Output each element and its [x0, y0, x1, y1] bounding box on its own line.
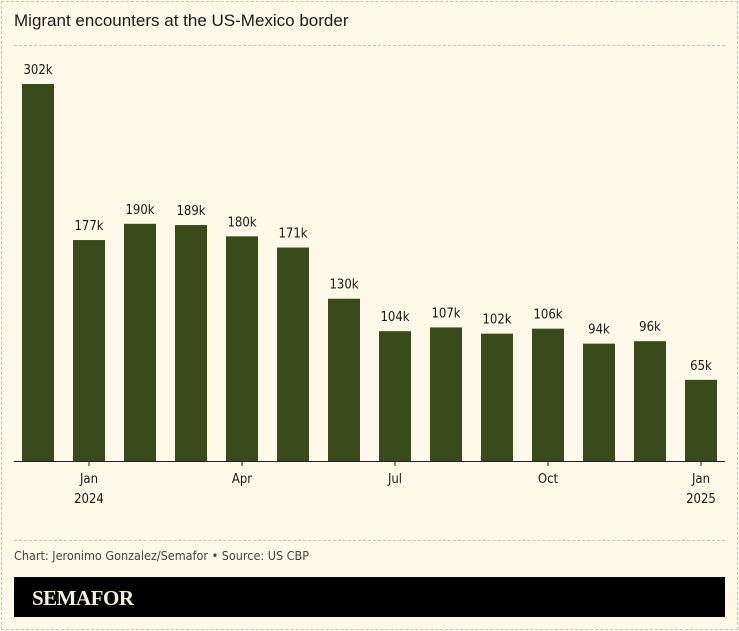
- x-tick-label: Jan: [79, 472, 98, 487]
- bar: [73, 240, 105, 461]
- data-label: 102k: [482, 313, 511, 328]
- data-label: 65k: [690, 359, 712, 374]
- data-label: 130k: [329, 278, 358, 293]
- x-tick-label: Apr: [232, 472, 252, 487]
- bar: [277, 247, 309, 461]
- bar: [175, 225, 207, 461]
- x-tick-label: Oct: [538, 472, 559, 487]
- x-tick-year-label: 2024: [74, 492, 104, 507]
- bar: [22, 84, 54, 461]
- data-label: 96k: [639, 320, 661, 335]
- data-label: 302k: [23, 63, 52, 78]
- bar: [226, 236, 258, 461]
- x-tick-label: Jul: [387, 472, 402, 487]
- data-label: 94k: [588, 323, 610, 338]
- x-tick-label: Jan: [691, 472, 710, 487]
- data-label: 171k: [278, 227, 307, 242]
- bar: [328, 298, 360, 461]
- bar: [685, 379, 717, 461]
- bar: [379, 331, 411, 461]
- data-label: 107k: [431, 306, 460, 321]
- bar: [124, 223, 156, 461]
- data-label: 190k: [125, 203, 154, 218]
- data-label: 189k: [176, 204, 205, 219]
- data-label: 177k: [74, 219, 103, 234]
- logo-text: SEMAFOR: [32, 586, 134, 610]
- bar-chart: 302k 177k 190k 189k 180k 171k 130k 104k 107k 102k…: [14, 63, 725, 507]
- data-label: 106k: [533, 308, 562, 323]
- chart-credit: Chart: Jeronimo Gonzalez/Semafor • Sourc…: [14, 548, 310, 563]
- divider: [14, 45, 725, 46]
- semafor-logo: SEMAFOR: [14, 577, 725, 617]
- divider: [14, 540, 725, 541]
- data-label: 180k: [227, 215, 256, 230]
- bar: [634, 341, 666, 461]
- bar: [481, 333, 513, 461]
- bar: [532, 328, 564, 461]
- chart-title: Migrant encounters at the US-Mexico bord…: [14, 11, 349, 30]
- x-tick-year-label: 2025: [686, 492, 716, 507]
- bar: [430, 327, 462, 461]
- bar: [583, 343, 615, 461]
- data-label: 104k: [380, 310, 409, 325]
